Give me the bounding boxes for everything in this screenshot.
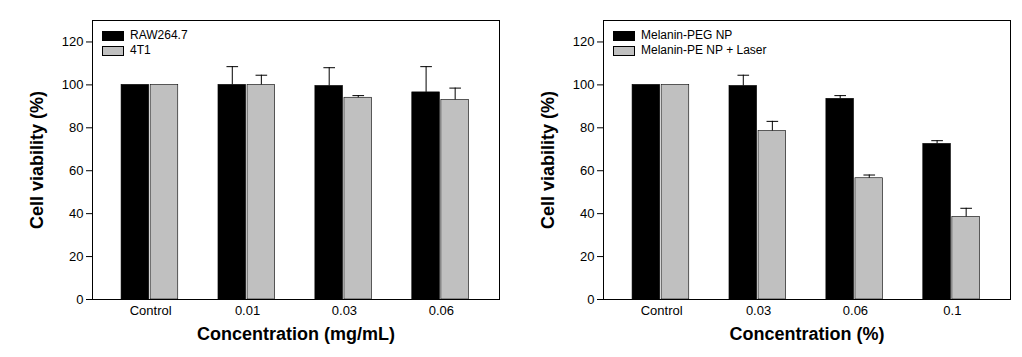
svg-text:0.06: 0.06 — [429, 303, 454, 318]
svg-text:60: 60 — [69, 163, 83, 178]
svg-text:0: 0 — [587, 292, 594, 307]
svg-text:100: 100 — [573, 77, 595, 92]
svg-text:Concentration (%): Concentration (%) — [730, 324, 885, 344]
svg-text:0.03: 0.03 — [332, 303, 357, 318]
svg-text:0: 0 — [76, 292, 83, 307]
html-text:Melanin-PEG NP: Melanin-PEG NP — [641, 28, 733, 42]
svg-text:Concentration (mg/mL): Concentration (mg/mL) — [197, 324, 395, 344]
svg-text:80: 80 — [69, 120, 83, 135]
svg-text:0.1: 0.1 — [943, 303, 961, 318]
svg-text:80: 80 — [580, 120, 594, 135]
svg-text:60: 60 — [580, 163, 594, 178]
svg-text:Cell viability (%): Cell viability (%) — [27, 91, 47, 229]
svg-text:40: 40 — [69, 206, 83, 221]
svg-text:120: 120 — [62, 34, 84, 49]
svg-text:0.03: 0.03 — [746, 303, 771, 318]
html-text:4T1: 4T1 — [130, 43, 151, 57]
svg-text:40: 40 — [580, 206, 594, 221]
svg-text:0.01: 0.01 — [235, 303, 260, 318]
svg-text:Cell viability (%): Cell viability (%) — [538, 91, 558, 229]
svg-text:Control: Control — [130, 303, 172, 318]
svg-text:100: 100 — [62, 77, 84, 92]
svg-text:Control: Control — [641, 303, 683, 318]
html-text:Melanin-PE NP + Laser: Melanin-PE NP + Laser — [641, 43, 767, 57]
svg-text:120: 120 — [573, 34, 595, 49]
svg-text:20: 20 — [580, 249, 594, 264]
svg-text:0.06: 0.06 — [843, 303, 868, 318]
svg-text:20: 20 — [69, 249, 83, 264]
html-text:RAW264.7: RAW264.7 — [130, 28, 188, 42]
